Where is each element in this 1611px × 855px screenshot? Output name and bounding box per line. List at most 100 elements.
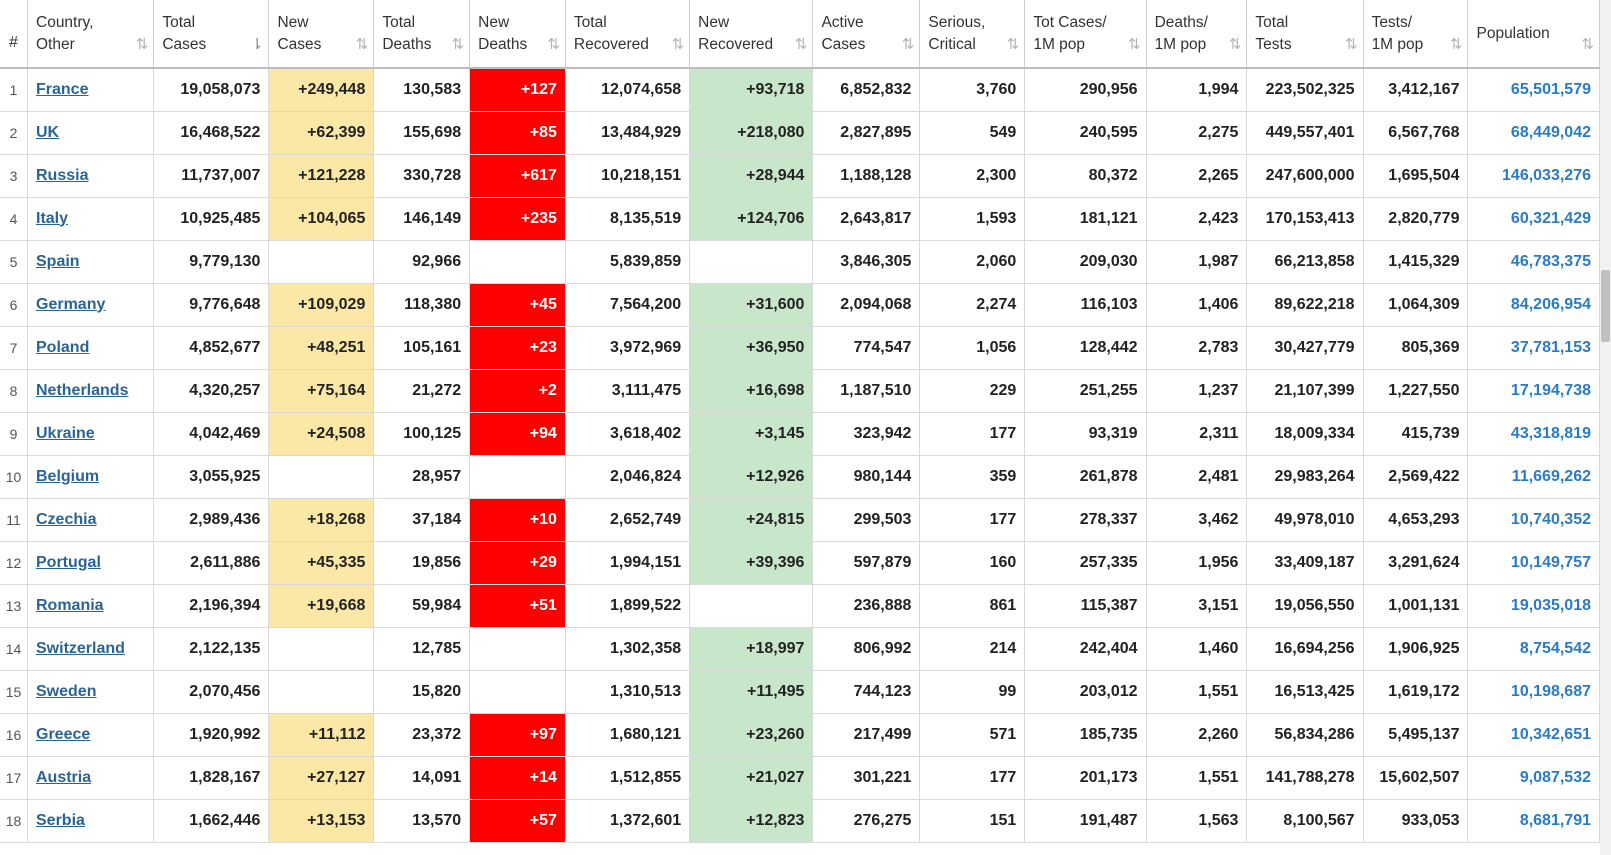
column-header-label: Total — [1255, 13, 1289, 31]
cell-cases-per-m: 203,012 — [1024, 670, 1147, 714]
country-link[interactable]: Sweden — [36, 682, 97, 700]
vertical-scrollbar[interactable] — [1600, 0, 1611, 855]
column-header-new-recovered[interactable]: New Recovered ⇅ — [689, 0, 814, 69]
cell-active-cases: 980,144 — [812, 455, 921, 499]
sort-icon[interactable]: ⇅ — [547, 36, 559, 53]
cell-active-cases: 217,499 — [812, 713, 921, 757]
country-link[interactable]: Russia — [36, 166, 89, 184]
cell-new-cases: +109,029 — [268, 283, 375, 327]
cell-new-recovered: +124,706 — [689, 197, 814, 241]
column-header-active-cases[interactable]: Active Cases ⇅ — [812, 0, 921, 69]
cell-total-tests: 89,622,218 — [1246, 283, 1364, 327]
country-link[interactable]: Austria — [36, 768, 92, 786]
sort-icon[interactable]: ⇅ — [1581, 36, 1593, 53]
country-link[interactable]: France — [36, 80, 89, 98]
cell-total-recovered: 2,046,824 — [565, 455, 691, 499]
cell-country: France — [27, 68, 155, 112]
country-link[interactable]: Germany — [36, 295, 106, 313]
cell-country: Germany — [27, 283, 155, 327]
cell-total-deaths: 59,984 — [373, 584, 471, 628]
cell-total-cases: 19,058,073 — [153, 68, 270, 112]
cell-new-cases: +45,335 — [268, 541, 375, 585]
cell-deaths-per-m: 2,265 — [1146, 154, 1248, 198]
cell-total-tests: 30,427,779 — [1246, 326, 1364, 370]
cell-total-recovered: 1,512,855 — [565, 756, 691, 800]
column-header-total-tests[interactable]: Total Tests ⇅ — [1246, 0, 1364, 69]
table-row: 6 Germany 9,776,648 +109,029 118,380 +45 7,564… — [0, 283, 1600, 327]
column-header-label: Tests/ — [1371, 13, 1413, 31]
column-header-new-cases[interactable]: New Cases ⇅ — [268, 0, 375, 69]
cell-cases-per-m: 251,255 — [1024, 369, 1147, 413]
sort-icon[interactable]: ⇅ — [794, 36, 807, 53]
cell-population: 46,783,375 — [1467, 240, 1600, 284]
sort-icon[interactable]: ⇅ — [671, 36, 684, 53]
cell-country: Italy — [27, 197, 155, 241]
cell-population: 68,449,042 — [1467, 111, 1600, 155]
cell-total-recovered: 13,484,929 — [565, 111, 691, 155]
cell-idx: 16 — [0, 713, 28, 757]
column-header-label: Total — [382, 13, 416, 31]
column-header-serious[interactable]: Serious, Critical ⇅ — [919, 0, 1026, 69]
cell-cases-per-m: 278,337 — [1024, 498, 1147, 542]
column-header-tests-per-m[interactable]: Tests/1M pop ⇅ — [1363, 0, 1469, 69]
cell-population: 10,740,352 — [1467, 498, 1600, 542]
sort-icon[interactable]: ⇅ — [901, 36, 914, 53]
column-header-total-deaths[interactable]: Total Deaths ⇅ — [373, 0, 471, 69]
cell-new-recovered: +21,027 — [689, 756, 814, 800]
cell-new-recovered: +93,718 — [689, 68, 814, 112]
country-link[interactable]: Portugal — [36, 553, 101, 571]
country-link[interactable]: Spain — [36, 252, 80, 270]
column-header-total-cases[interactable]: Total Cases ⇂ — [153, 0, 270, 69]
column-header-label: 1M pop — [1033, 35, 1086, 53]
scrollbar-thumb[interactable] — [1601, 270, 1610, 342]
cell-new-cases: +13,153 — [268, 799, 375, 843]
country-link[interactable]: Belgium — [36, 467, 100, 485]
column-header-total-recovered[interactable]: Total Recovered ⇅ — [565, 0, 691, 69]
cell-country: Poland — [27, 326, 155, 370]
sort-icon[interactable]: ⇅ — [135, 36, 148, 53]
column-header-new-deaths[interactable]: New Deaths ⇅ — [469, 0, 566, 69]
sort-icon[interactable]: ⇅ — [1127, 36, 1140, 53]
cell-tests-per-m: 3,412,167 — [1363, 68, 1469, 112]
sort-icon[interactable]: ⇅ — [1344, 36, 1357, 53]
cell-total-tests: 49,978,010 — [1246, 498, 1364, 542]
cell-new-recovered: +16,698 — [689, 369, 814, 413]
table-row: 3 Russia 11,737,007 +121,228 330,728 +617 10,2… — [0, 154, 1600, 198]
sort-descending-icon[interactable]: ⇂ — [250, 36, 263, 53]
country-link[interactable]: Romania — [36, 596, 104, 614]
sort-icon[interactable]: ⇅ — [451, 36, 464, 53]
cell-serious: 3,760 — [919, 68, 1026, 112]
country-link[interactable]: Serbia — [36, 811, 85, 829]
cell-new-deaths: +617 — [469, 154, 566, 198]
cell-tests-per-m: 6,567,768 — [1363, 111, 1469, 155]
column-header-deaths-per-m[interactable]: Deaths/1M pop ⇅ — [1146, 0, 1248, 69]
sort-icon[interactable]: ⇅ — [1449, 36, 1462, 53]
column-header-population[interactable]: Population ⇅ — [1467, 0, 1600, 69]
cell-population: 10,198,687 — [1467, 670, 1600, 714]
sort-icon[interactable]: ⇅ — [1006, 36, 1019, 53]
cell-deaths-per-m: 2,260 — [1146, 713, 1248, 757]
cell-active-cases: 597,879 — [812, 541, 921, 585]
country-link[interactable]: Czechia — [36, 510, 97, 528]
sort-icon[interactable]: ⇅ — [1228, 36, 1241, 53]
cell-deaths-per-m: 1,987 — [1146, 240, 1248, 284]
cell-deaths-per-m: 1,406 — [1146, 283, 1248, 327]
cell-idx: 3 — [0, 154, 28, 198]
country-link[interactable]: Netherlands — [36, 381, 129, 399]
cell-total-cases: 9,776,648 — [153, 283, 270, 327]
sort-icon[interactable]: ⇅ — [355, 36, 368, 53]
column-header-cases-per-m[interactable]: Tot Cases/1M pop ⇅ — [1024, 0, 1147, 69]
country-link[interactable]: Greece — [36, 725, 91, 743]
cell-new-cases: +75,164 — [268, 369, 375, 413]
column-header-label: Recovered — [573, 35, 649, 53]
cell-total-deaths: 21,272 — [373, 369, 471, 413]
cell-deaths-per-m: 1,563 — [1146, 799, 1248, 843]
country-link[interactable]: Ukraine — [36, 424, 95, 442]
country-link[interactable]: UK — [36, 123, 60, 141]
cell-serious: 177 — [919, 412, 1026, 456]
column-header-country[interactable]: Country, Other ⇅ — [27, 0, 155, 69]
country-link[interactable]: Poland — [36, 338, 90, 356]
country-link[interactable]: Italy — [36, 209, 69, 227]
cell-country: Switzerland — [27, 627, 155, 671]
country-link[interactable]: Switzerland — [36, 639, 125, 657]
